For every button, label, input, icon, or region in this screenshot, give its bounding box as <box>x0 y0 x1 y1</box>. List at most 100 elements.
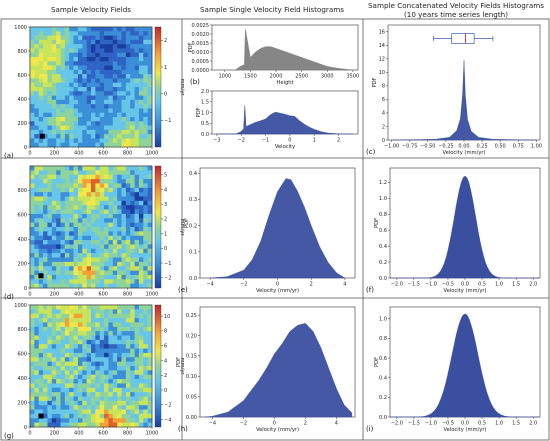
heatmap-cell <box>69 279 74 284</box>
heatmap-cell <box>117 413 122 419</box>
heatmap-cell <box>34 413 40 419</box>
heatmap-cell <box>117 95 122 101</box>
heatmap-cell <box>121 35 127 41</box>
heatmap-cell <box>91 142 96 148</box>
heatmap-cell <box>99 65 105 71</box>
heatmap-cell <box>125 318 131 323</box>
heatmap-cell <box>56 248 61 254</box>
heatmap-cell <box>95 222 101 228</box>
heatmap-cell <box>121 166 127 171</box>
y-tick-label: 800 <box>17 49 27 55</box>
heatmap-cell <box>60 174 66 180</box>
heatmap-cell <box>47 138 53 144</box>
heatmap-cell <box>47 187 53 193</box>
x-tick-label: 2.0 <box>529 421 537 427</box>
heatmap-cell <box>47 418 53 423</box>
heatmap-cell <box>43 183 48 189</box>
heatmap-cell <box>138 57 144 62</box>
heatmap-cell <box>30 366 35 371</box>
heatmap-cell <box>30 205 35 210</box>
heatmap-cell <box>121 253 127 258</box>
heatmap-cell <box>91 405 96 410</box>
heatmap-cell <box>34 313 40 319</box>
heatmap-cell <box>86 283 92 289</box>
x-tick-label: −1.0 <box>425 421 437 427</box>
heatmap-cell <box>125 112 131 118</box>
heatmap-cell <box>121 74 127 79</box>
heatmap-cell <box>125 309 131 315</box>
heatmap-cell <box>43 39 48 45</box>
heatmap-cell <box>30 35 35 41</box>
heatmap-cell <box>56 405 61 410</box>
heatmap-cell <box>86 227 92 232</box>
heatmap-cell <box>77 179 83 184</box>
heatmap-cell <box>143 366 148 371</box>
heatmap-cell <box>69 91 74 96</box>
heatmap-cell <box>73 99 79 105</box>
heatmap-cell <box>30 361 35 367</box>
heatmap-cell <box>91 74 96 79</box>
heatmap-cell <box>38 253 44 258</box>
heatmap-cell <box>95 87 101 92</box>
heatmap-cell <box>73 244 79 250</box>
heatmap-cell <box>117 422 122 428</box>
heatmap-cell <box>99 138 105 144</box>
heatmap-cell <box>34 134 40 139</box>
heatmap-cell <box>108 348 114 354</box>
heatmap-cell <box>47 409 53 415</box>
heatmap-cell <box>125 235 131 241</box>
heatmap-cell <box>121 344 127 349</box>
heatmap-cell <box>138 192 144 197</box>
heatmap-cell <box>138 27 144 32</box>
heatmap-cell <box>117 209 122 215</box>
heatmap-cell <box>125 196 131 202</box>
heatmap-cell <box>143 283 148 289</box>
heatmap-cell <box>130 200 135 206</box>
heatmap-cell <box>143 322 148 328</box>
heatmap-cell <box>108 392 114 397</box>
heatmap-cell <box>117 418 122 423</box>
heatmap-cell <box>86 95 92 101</box>
heatmap-cell <box>86 313 92 319</box>
heatmap-cell <box>147 361 153 367</box>
heatmap-cell <box>99 357 105 362</box>
heatmap-cell <box>130 396 135 402</box>
heatmap-cell <box>82 366 87 371</box>
heatmap-cell <box>43 270 48 276</box>
heatmap-cell <box>125 313 131 319</box>
heatmap-cell <box>112 91 118 96</box>
heatmap-cell <box>38 357 44 362</box>
heatmap-cell <box>143 344 148 349</box>
y-tick-label: 0 <box>24 145 27 151</box>
heatmap-cell <box>64 370 70 376</box>
heatmap-cell <box>104 174 109 180</box>
heatmap-cell <box>104 361 109 367</box>
heatmap-cell <box>108 48 114 54</box>
heatmap-cell <box>56 44 61 49</box>
heatmap-cell <box>69 366 74 371</box>
heatmap-cell <box>60 78 66 84</box>
heatmap-cell <box>82 39 87 45</box>
heatmap-cell <box>34 174 40 180</box>
heatmap-cell <box>38 379 44 384</box>
heatmap-cell <box>86 357 92 362</box>
heatmap-cell <box>138 357 144 362</box>
heatmap-cell <box>47 348 53 354</box>
heatmap-cell <box>60 74 66 79</box>
heatmap-cell <box>134 74 140 79</box>
heatmap-cell <box>147 44 153 49</box>
heatmap-cell <box>143 91 148 96</box>
heatmap-cell <box>117 39 122 45</box>
panel-label-b_top: (b) <box>190 78 200 86</box>
heatmap-cell <box>125 82 131 88</box>
heatmap-cell <box>64 78 70 84</box>
heatmap-cell <box>82 179 87 184</box>
heatmap-cell <box>30 270 35 276</box>
heatmap-cell <box>138 78 144 84</box>
heatmap-cell <box>134 379 140 384</box>
heatmap-cell <box>143 95 148 101</box>
heatmap-cell <box>60 108 66 114</box>
heatmap-cell <box>69 339 74 345</box>
heatmap-cell <box>121 108 127 114</box>
heatmap-cell <box>95 231 101 237</box>
